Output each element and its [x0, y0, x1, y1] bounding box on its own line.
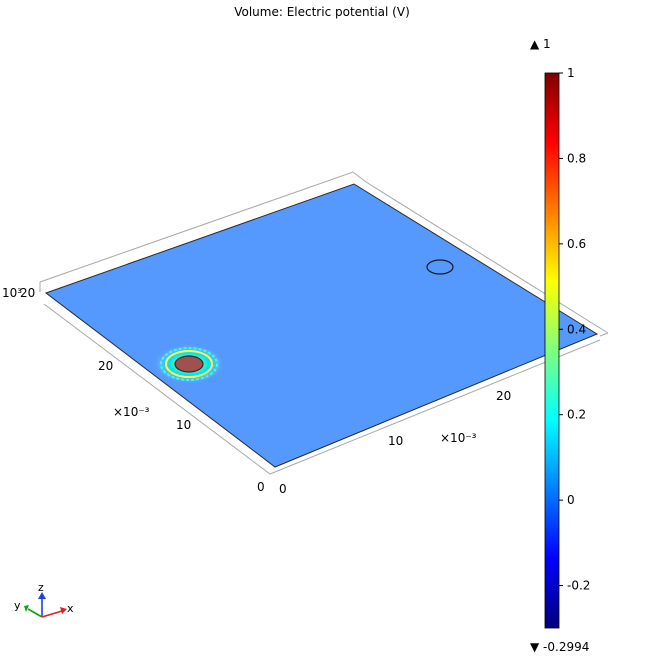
colorbar-max-label: ▲ 1	[530, 37, 551, 51]
z-tick-top: 10³	[2, 286, 22, 300]
box-edge-back	[39, 171, 609, 334]
triad-y-arrow	[24, 605, 29, 612]
box-edge-front	[43, 303, 601, 475]
colorbar-min-label: ▼ -0.2994	[530, 640, 589, 654]
y-tick-20: 20	[98, 359, 113, 373]
axis-triad: z x y	[14, 581, 74, 618]
colorbar-tick-label: 0.6	[567, 237, 586, 251]
hot-electrode	[174, 355, 204, 373]
bounding-box	[39, 171, 609, 475]
y-scale-label: ×10⁻³	[113, 405, 150, 419]
plate-surface	[44, 183, 599, 468]
triad-x-label: x	[67, 602, 74, 615]
triad-z-arrow	[38, 592, 46, 599]
chart-title: Volume: Electric potential (V)	[234, 5, 410, 19]
colorbar-tick-label: -0.2	[567, 579, 590, 593]
colorbar-tick-label: 0.4	[567, 322, 586, 336]
colorbar-ticks: 1 0.8 0.6 0.4 0.2 0 -0.2	[559, 66, 590, 593]
y-tick-0: 0	[257, 480, 265, 494]
axis-ticks: 10³ 20 20 ×10⁻³ 10 0 0 10 ×10⁻³ 20	[2, 286, 511, 496]
triad-y-label: y	[14, 599, 21, 612]
triad-z-label: z	[38, 581, 44, 594]
z-tick-20: 20	[20, 286, 35, 300]
triad-x-arrow	[60, 607, 67, 614]
x-scale-label: ×10⁻³	[440, 431, 477, 445]
colorbar: ▲ 1 1 0.8 0.6 0.4 0.2 0 -0.2 ▼ -0.2994	[530, 37, 590, 654]
colorbar-tick-label: 0.8	[567, 151, 586, 165]
colorbar-gradient	[544, 72, 560, 629]
colorbar-tick-label: 1	[567, 66, 575, 80]
x-tick-10: 10	[388, 434, 403, 448]
box-edge-right	[599, 332, 609, 337]
triad-y-axis	[27, 608, 43, 618]
colorbar-tick-label: 0.2	[567, 408, 586, 422]
x-tick-20: 20	[496, 389, 511, 403]
triad-x-axis	[41, 610, 63, 618]
x-tick-0: 0	[279, 482, 287, 496]
y-tick-10: 10	[176, 418, 191, 432]
colorbar-tick-label: 0	[567, 493, 575, 507]
outline-hole	[426, 259, 454, 275]
